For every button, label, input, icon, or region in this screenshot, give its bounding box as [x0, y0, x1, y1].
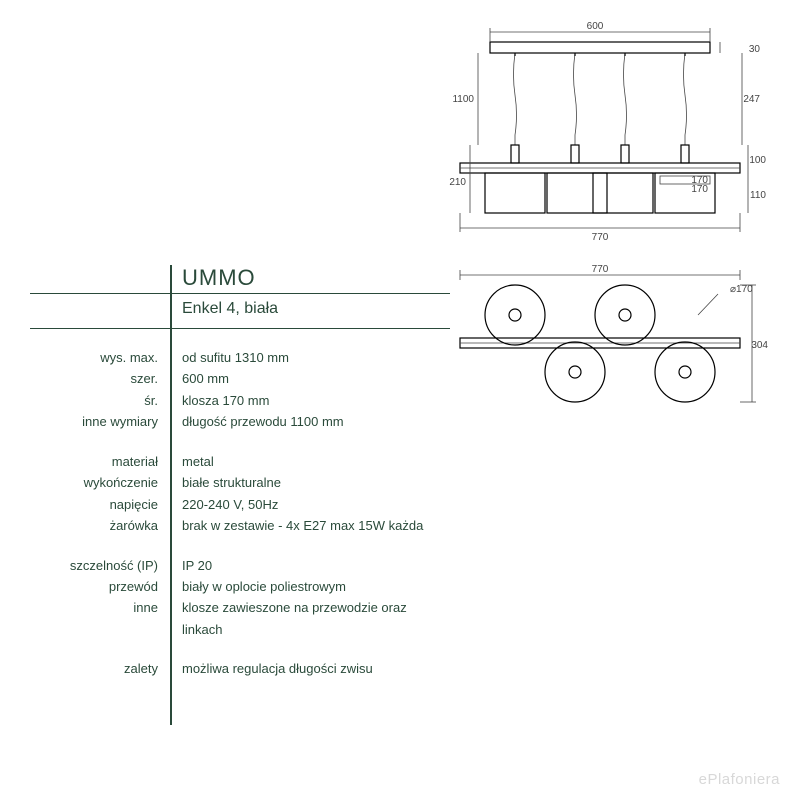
spec-value: klosza 170 mm [170, 390, 450, 411]
spec-row: materiałmetal [30, 451, 450, 472]
spec-rows: wys. max.od sufitu 1310 mmszer.600 mmśr.… [30, 347, 450, 680]
dim-1100: 1100 [452, 94, 474, 105]
spec-row: napięcie220-240 V, 50Hz [30, 494, 450, 515]
spec-label: napięcie [30, 494, 170, 515]
spec-value: 600 mm [170, 368, 450, 389]
dim-30: 30 [749, 44, 761, 55]
spec-gap [30, 433, 450, 451]
spec-table: UMMO Enkel 4, biała wys. max.od sufitu 1… [30, 265, 450, 680]
spec-label: zalety [30, 658, 170, 679]
spec-value: IP 20 [170, 555, 450, 576]
spec-row: wykończeniebiałe strukturalne [30, 472, 450, 493]
spec-row: śr.klosza 170 mm [30, 390, 450, 411]
spec-value: długość przewodu 1100 mm [170, 411, 450, 432]
dim-247: 247 [743, 94, 760, 105]
dim-110: 110 [750, 190, 766, 201]
spec-value: 220-240 V, 50Hz [170, 494, 450, 515]
dim-600: 600 [587, 21, 604, 32]
dim-770b: 770 [592, 264, 609, 275]
spec-label: szer. [30, 368, 170, 389]
model-name: Enkel 4, biała [30, 294, 450, 328]
spec-gap [30, 537, 450, 555]
spec-row: szczelność (IP)IP 20 [30, 555, 450, 576]
divider-bottom [30, 328, 450, 329]
spec-row: zaletymożliwa regulacja długości zwisu [30, 658, 450, 679]
spec-gap [30, 640, 450, 658]
brand-name: UMMO [30, 265, 450, 293]
spec-label: przewód [30, 576, 170, 597]
dim-210: 210 [449, 177, 466, 188]
spec-value: możliwa regulacja długości zwisu [170, 658, 450, 679]
dim-304: 304 [751, 340, 768, 351]
technical-drawing: 600 30 1100 247 170 [420, 20, 780, 500]
spec-label: żarówka [30, 515, 170, 536]
spec-label: śr. [30, 390, 170, 411]
spec-row: szer.600 mm [30, 368, 450, 389]
spec-value: klosze zawieszone na przewodzie oraz lin… [170, 597, 450, 640]
spec-row: żarówkabrak w zestawie - 4x E27 max 15W … [30, 515, 450, 536]
spec-value: białe strukturalne [170, 472, 450, 493]
spec-value: od sufitu 1310 mm [170, 347, 450, 368]
spec-label: wykończenie [30, 472, 170, 493]
spec-label: wys. max. [30, 347, 170, 368]
dim-770a: 770 [592, 232, 609, 243]
dim-170b: 170 [691, 184, 708, 195]
spec-row: przewódbiały w oplocie poliestrowym [30, 576, 450, 597]
spec-row: inne wymiarydługość przewodu 1100 mm [30, 411, 450, 432]
spec-label: szczelność (IP) [30, 555, 170, 576]
dim-d170: ⌀170 [730, 284, 753, 295]
spec-row: wys. max.od sufitu 1310 mm [30, 347, 450, 368]
dim-100: 100 [749, 155, 766, 166]
watermark: ePlafoniera [699, 771, 780, 788]
spec-label: inne [30, 597, 170, 640]
spec-label: inne wymiary [30, 411, 170, 432]
spec-value: brak w zestawie - 4x E27 max 15W każda [170, 515, 450, 536]
spec-row: inneklosze zawieszone na przewodzie oraz… [30, 597, 450, 640]
spec-value: metal [170, 451, 450, 472]
spec-value: biały w oplocie poliestrowym [170, 576, 450, 597]
spec-label: materiał [30, 451, 170, 472]
